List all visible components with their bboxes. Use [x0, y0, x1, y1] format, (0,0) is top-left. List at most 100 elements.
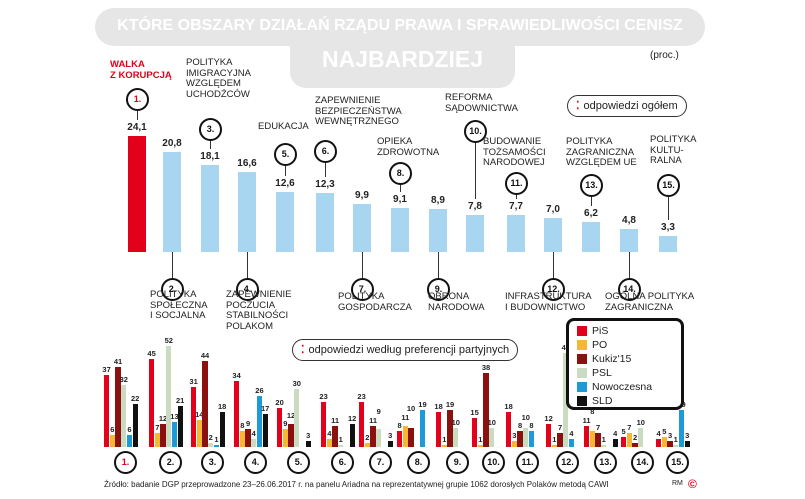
legend-label: PiS — [592, 325, 609, 337]
overall-bar — [128, 136, 146, 252]
category-number-badge: 6. — [314, 140, 337, 163]
category-number-badge: 15. — [657, 174, 680, 197]
connector-line — [400, 183, 401, 193]
party-bar-kukiz15 — [288, 423, 294, 447]
overall-bar — [620, 228, 638, 252]
party-value-label: 12 — [286, 410, 296, 420]
party-value-label: 1 — [338, 435, 343, 445]
party-value-label: 4 — [251, 429, 256, 439]
party-bar-pis — [621, 437, 627, 447]
overall-value-label: 3,3 — [661, 222, 675, 234]
group-number-badge: 3. — [201, 451, 224, 474]
overall-bar — [582, 222, 600, 252]
party-value-label: 1 — [442, 435, 447, 445]
category-label: OBRONA NARODOWA — [428, 291, 485, 313]
party-bar-sld — [262, 413, 268, 447]
party-bar-po — [239, 431, 245, 447]
party-value-label: 45 — [147, 349, 156, 359]
overall-value-label: 7,8 — [468, 200, 482, 212]
party-bar-pis — [277, 408, 283, 447]
party-value-label: 14 — [195, 409, 204, 419]
dots-icon: ⁚ — [576, 100, 580, 112]
party-bar-po — [551, 445, 557, 447]
group-number-badge: 11. — [516, 451, 539, 474]
party-bar-nowoczesna — [419, 409, 426, 447]
connector-line — [325, 161, 326, 177]
party-value-label: 7 — [627, 423, 632, 433]
category-label: INFRASTRUKTURA I BUDOWNICTWO — [505, 291, 592, 313]
group-number-badge: 2. — [159, 451, 182, 474]
party-bar-po — [109, 435, 115, 447]
party-value-label: 12 — [158, 413, 168, 423]
category-number-badge: 13. — [580, 174, 603, 197]
party-bar-psl — [208, 443, 214, 447]
category-label: REFORMA SĄDOWNICTWA — [445, 92, 519, 114]
category-label: POLITYKA GOSPODARCZA — [338, 291, 412, 313]
party-value-label: 3 — [512, 431, 517, 441]
connector-line — [668, 195, 669, 221]
party-bar-psl — [166, 345, 172, 447]
legend: PiS PO Kukiz'15 PSL Nowoczesna SLD — [566, 318, 684, 410]
party-bar-nowoczesna — [256, 396, 263, 447]
party-value-label: 30 — [292, 378, 301, 388]
connector-line — [247, 252, 248, 278]
overall-bar — [163, 152, 181, 252]
party-value-label: 19 — [418, 399, 427, 409]
overall-bar — [659, 236, 677, 252]
party-bar-nowoczesna — [528, 431, 535, 447]
party-bar-po — [477, 445, 483, 447]
party-value-label: 22 — [131, 394, 140, 404]
overall-value-label: 7,7 — [509, 201, 523, 213]
credit: RM — [672, 480, 683, 487]
party-bar-pis — [472, 417, 478, 447]
party-value-label: 10 — [521, 412, 530, 422]
overall-pill: ⁚ odpowiedzi ogółem — [567, 95, 687, 117]
party-value-label: 8 — [517, 421, 523, 431]
party-value-label: 11 — [401, 412, 410, 422]
category-number-badge: 4. — [236, 278, 259, 301]
category-number-badge: 12. — [542, 278, 565, 301]
party-value-label: 18 — [434, 401, 443, 411]
overall-value-label: 9,1 — [393, 194, 407, 206]
legend-label: Kukiz'15 — [592, 353, 632, 365]
connector-line — [285, 164, 286, 176]
category-number-badge: 9. — [427, 278, 450, 301]
party-bar-psl — [453, 427, 459, 447]
party-value-label: 7 — [155, 423, 160, 433]
party-value-label: 52 — [164, 335, 173, 345]
party-value-label: 18 — [504, 401, 513, 411]
connector-line — [137, 109, 138, 121]
legend-swatch — [577, 368, 587, 378]
party-value-label: 10 — [487, 417, 496, 427]
party-bar-sld — [612, 439, 618, 447]
party-bar-psl — [294, 388, 300, 447]
overall-bar — [201, 165, 219, 252]
group-number-badge: 4. — [244, 451, 267, 474]
party-value-label: 1 — [673, 435, 678, 445]
party-value-label: 37 — [102, 364, 111, 374]
party-pill-label: odpowiedzi według preferencji partyjnych — [308, 344, 510, 356]
party-value-label: 34 — [232, 370, 241, 380]
party-bar-pis — [506, 411, 512, 447]
party-pill: ⁚ odpowiedzi według preferencji partyjnyc… — [292, 339, 519, 361]
party-value-label: 9 — [376, 407, 381, 417]
group-number-badge: 9. — [446, 451, 469, 474]
party-bar-kukiz15 — [557, 433, 563, 447]
party-value-label: 1 — [214, 435, 219, 445]
overall-bar — [353, 204, 371, 252]
party-bar-kukiz15 — [632, 443, 638, 447]
overall-value-label: 8,9 — [431, 195, 445, 207]
party-value-label: 9 — [283, 419, 288, 429]
party-bar-nowoczesna — [126, 435, 133, 447]
dots-icon: ⁚ — [301, 344, 305, 356]
party-value-label: 12 — [544, 413, 553, 423]
party-bar-po — [589, 431, 595, 447]
connector-line — [362, 252, 363, 278]
connector-line — [516, 193, 517, 200]
legend-swatch — [577, 396, 587, 406]
overall-pill-label: odpowiedzi ogółem — [583, 100, 678, 112]
party-bar-po — [661, 437, 667, 447]
party-bar-sld — [132, 404, 138, 447]
legend-swatch — [577, 326, 587, 336]
party-value-label: 48 — [562, 344, 570, 352]
